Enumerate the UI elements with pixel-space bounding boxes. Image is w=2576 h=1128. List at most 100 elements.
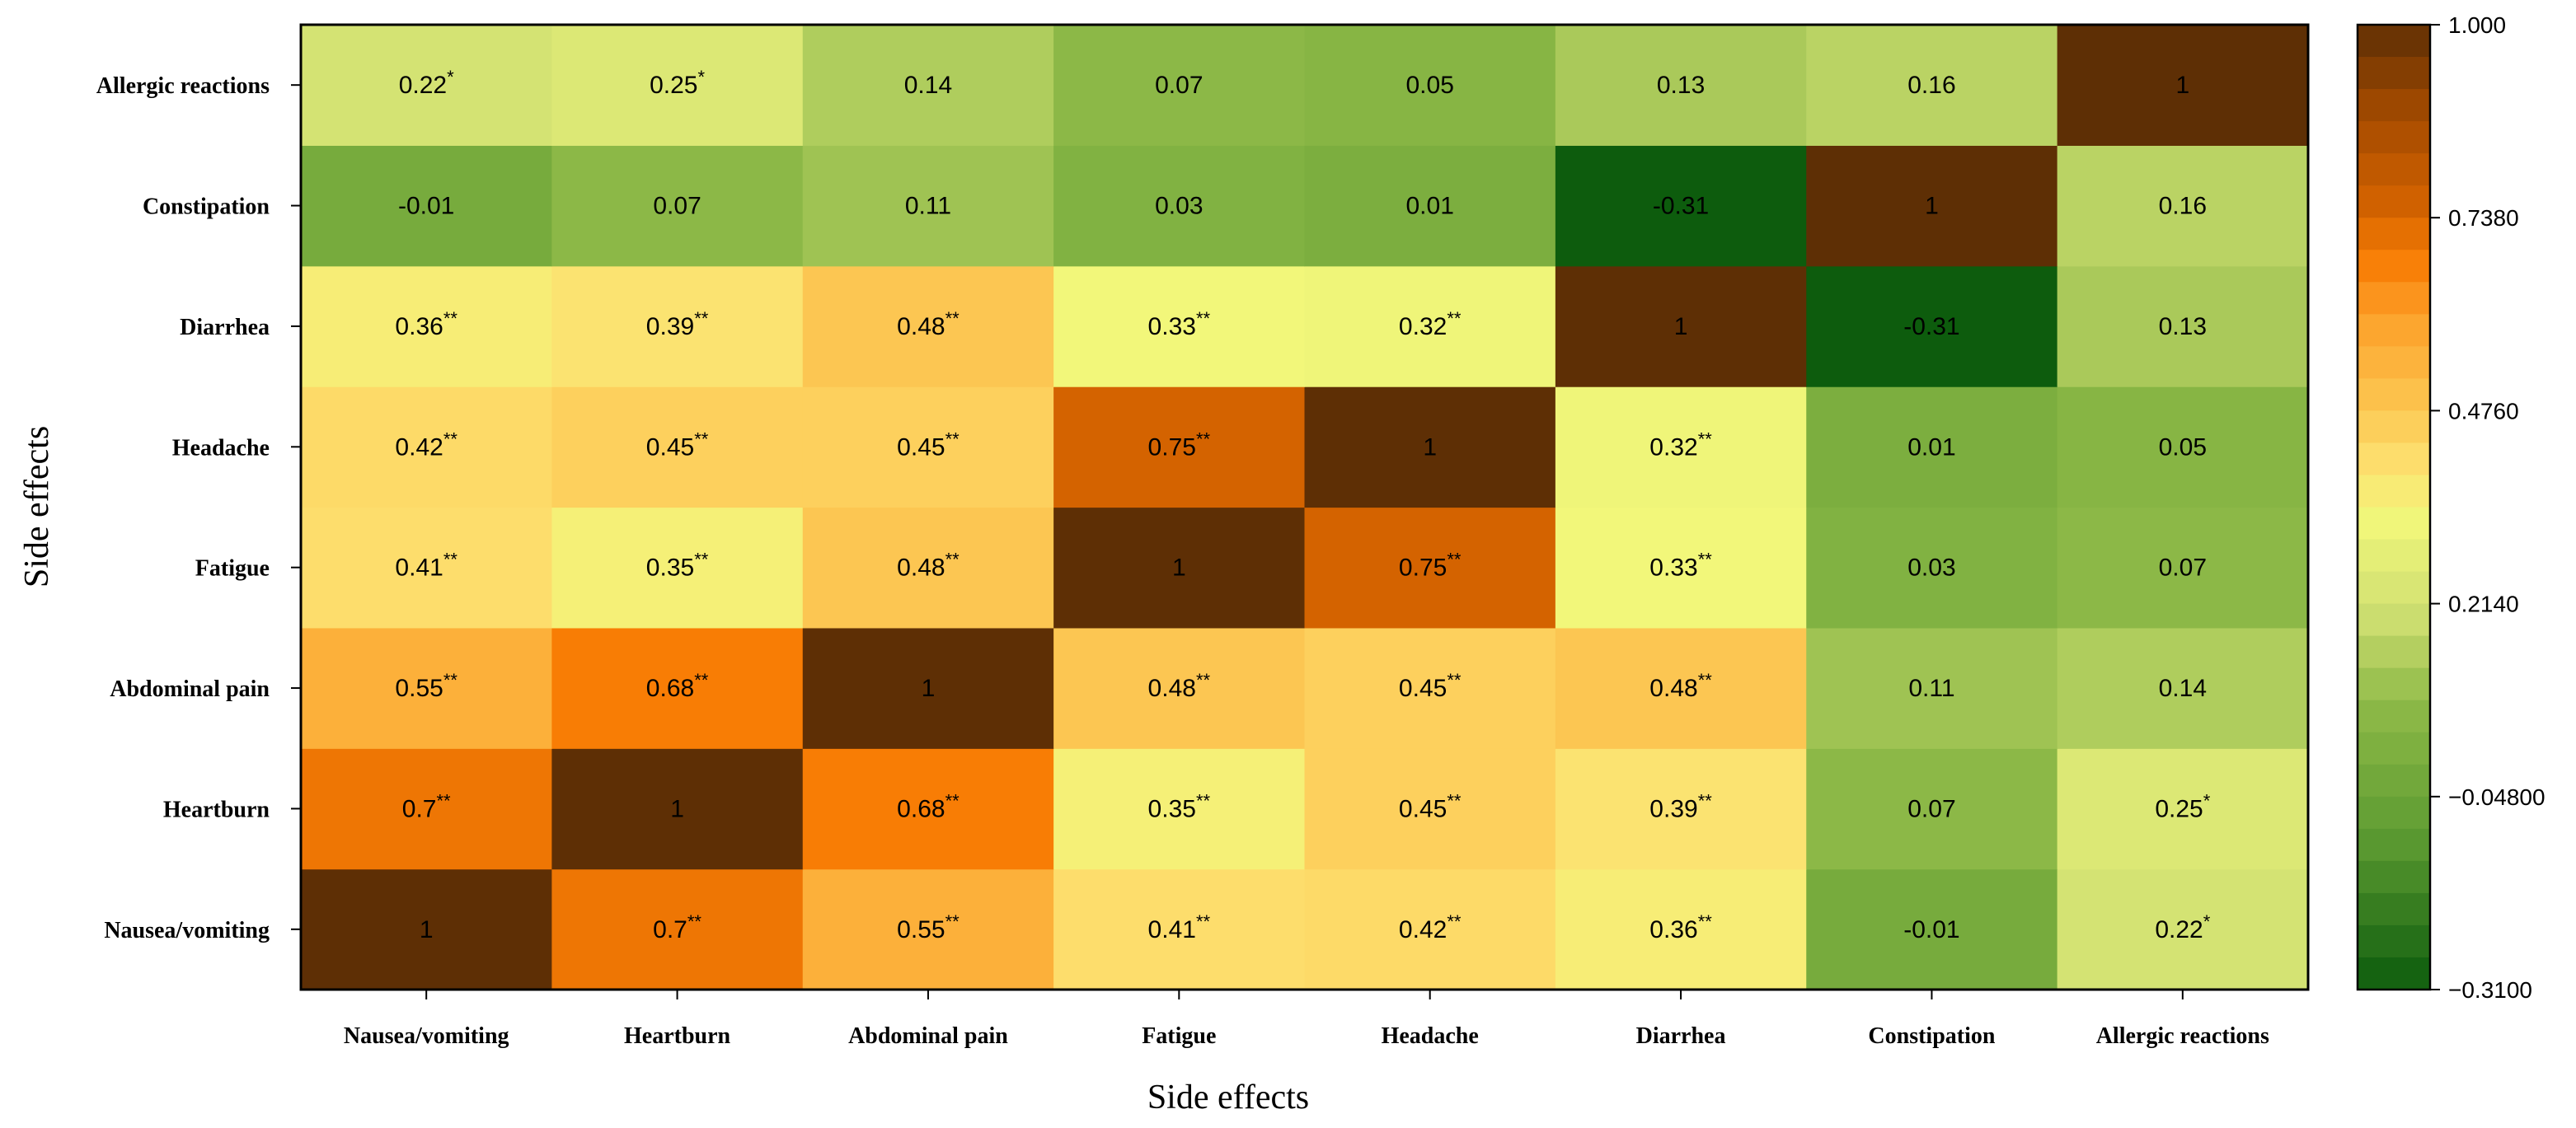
x-tick-label: Abdominal pain xyxy=(848,1023,1008,1049)
heatmap-cell xyxy=(1053,748,1306,870)
heatmap-cell xyxy=(2057,265,2309,387)
cell-value: 0.03 xyxy=(1907,555,1955,582)
colorbar-tick-label: −0.3100 xyxy=(2448,977,2532,1003)
heatmap-cell xyxy=(301,507,552,629)
cell-value: 1 xyxy=(1674,313,1688,340)
heatmap-cell xyxy=(1555,507,1807,629)
cell-value: 0.25* xyxy=(2155,790,2210,822)
cell-value: 0.07 xyxy=(1907,795,1955,822)
cell-value: 0.05 xyxy=(1405,72,1453,99)
heatmap-cell xyxy=(1806,25,2058,146)
y-axis-title: Side effects xyxy=(18,426,56,587)
heatmap-cell xyxy=(2057,507,2309,629)
colorbar-segment xyxy=(2358,282,2430,315)
colorbar-segment xyxy=(2358,860,2430,894)
heatmap-cell xyxy=(1555,145,1807,267)
heatmap-cell xyxy=(1555,386,1807,508)
heatmap-cell xyxy=(1806,868,2058,990)
y-tick-label: Abdominal pain xyxy=(110,676,270,702)
heatmap-cell xyxy=(1053,868,1306,990)
y-tick-label: Headache xyxy=(172,435,270,461)
cell-value: 0.45** xyxy=(646,428,709,461)
cell-value: 0.35** xyxy=(646,550,709,582)
cell-value: 0.7** xyxy=(402,790,451,822)
colorbar-segment xyxy=(2358,892,2430,926)
heatmap-cell xyxy=(1806,145,2058,267)
heatmap-cell xyxy=(1555,25,1807,146)
colorbar-segment xyxy=(2358,700,2430,733)
heatmap-cell xyxy=(1053,507,1306,629)
cell-value: 0.07 xyxy=(1155,72,1203,99)
cell-value: 1 xyxy=(2175,72,2189,99)
colorbar-segment xyxy=(2358,378,2430,411)
heatmap-cell xyxy=(551,25,804,146)
heatmap-cell xyxy=(2057,25,2309,146)
x-tick-label: Constipation xyxy=(1868,1023,1995,1049)
cell-value: 0.36** xyxy=(395,308,457,340)
cell-value: 0.07 xyxy=(2159,555,2207,582)
cell-value: 1 xyxy=(1172,555,1186,582)
colorbar-segment xyxy=(2358,121,2430,154)
y-tick-label: Heartburn xyxy=(163,797,270,822)
colorbar: 1.000 0.7380 0.4760 0.2140 −0.04800 −0.3100 xyxy=(2356,12,2546,1003)
heatmap-cell xyxy=(1053,265,1306,387)
cell-value: 0.42** xyxy=(1399,911,1462,943)
heatmap-cell xyxy=(1806,265,2058,387)
heatmap-cell xyxy=(551,145,804,267)
heatmap-cell xyxy=(1806,627,2058,749)
colorbar-segment xyxy=(2358,539,2430,573)
colorbar-segment xyxy=(2358,410,2430,444)
cell-value: 0.14 xyxy=(2159,675,2207,702)
cell-value: -0.31 xyxy=(1903,313,1959,340)
colorbar-segment xyxy=(2358,89,2430,122)
heatmap-cell xyxy=(301,627,552,749)
cell-value: -0.01 xyxy=(398,193,454,220)
heatmap-cell xyxy=(1053,145,1306,267)
cell-value: -0.31 xyxy=(1653,193,1709,220)
heatmap-cell xyxy=(551,868,804,990)
colorbar-segment xyxy=(2358,314,2430,347)
colorbar-tick-label: 1.000 xyxy=(2448,12,2506,38)
colorbar-segment xyxy=(2358,442,2430,476)
colorbar-segment xyxy=(2358,475,2430,508)
colorbar-segment xyxy=(2358,571,2430,605)
cell-value: 0.25* xyxy=(650,67,705,99)
heatmap-cell xyxy=(551,386,804,508)
cell-value: 0.11 xyxy=(1908,675,1954,702)
colorbar-segment xyxy=(2358,57,2430,90)
heatmap-cell xyxy=(802,386,1054,508)
heatmap-cell xyxy=(802,748,1054,870)
cell-value: 0.03 xyxy=(1155,193,1203,220)
heatmap-cell xyxy=(802,868,1054,990)
colorbar-segment xyxy=(2358,507,2430,541)
cell-value: 0.11 xyxy=(905,193,951,220)
heatmap-cell xyxy=(1806,386,2058,508)
colorbar-segment xyxy=(2358,667,2430,701)
colorbar-tick-label: 0.4760 xyxy=(2448,398,2519,424)
colorbar-segment xyxy=(2358,603,2430,637)
y-tick-label: Constipation xyxy=(143,194,270,220)
heatmap-cell xyxy=(301,25,552,146)
cell-value: 0.01 xyxy=(1405,193,1453,220)
cells-layer: 1 0.7** 0.55** 0.41** 0.42** 0.36** -0.01 0.22*… xyxy=(301,25,2309,990)
heatmap-cell xyxy=(1053,386,1306,508)
x-tick-label: Allergic reactions xyxy=(2096,1023,2269,1049)
heatmap-cell xyxy=(301,145,552,267)
cell-value: 1 xyxy=(1423,433,1437,461)
cell-value: 0.48** xyxy=(1649,670,1712,702)
colorbar-segment xyxy=(2358,957,2430,990)
heatmap-cell xyxy=(551,507,804,629)
heatmap-cell xyxy=(1304,627,1556,749)
heatmap-cell xyxy=(1053,25,1306,146)
x-tick-label: Nausea/vomiting xyxy=(344,1023,509,1049)
cell-value: 0.16 xyxy=(2159,193,2207,220)
colorbar-segment xyxy=(2358,796,2430,830)
cell-value: -0.01 xyxy=(1903,916,1959,943)
heatmap-cell xyxy=(1555,868,1807,990)
y-tick-label: Diarrhea xyxy=(180,315,270,340)
heatmap-cell xyxy=(802,25,1054,146)
colorbar-segment xyxy=(2358,635,2430,669)
cell-value: 1 xyxy=(670,795,684,822)
cell-value: 0.16 xyxy=(1907,72,1955,99)
